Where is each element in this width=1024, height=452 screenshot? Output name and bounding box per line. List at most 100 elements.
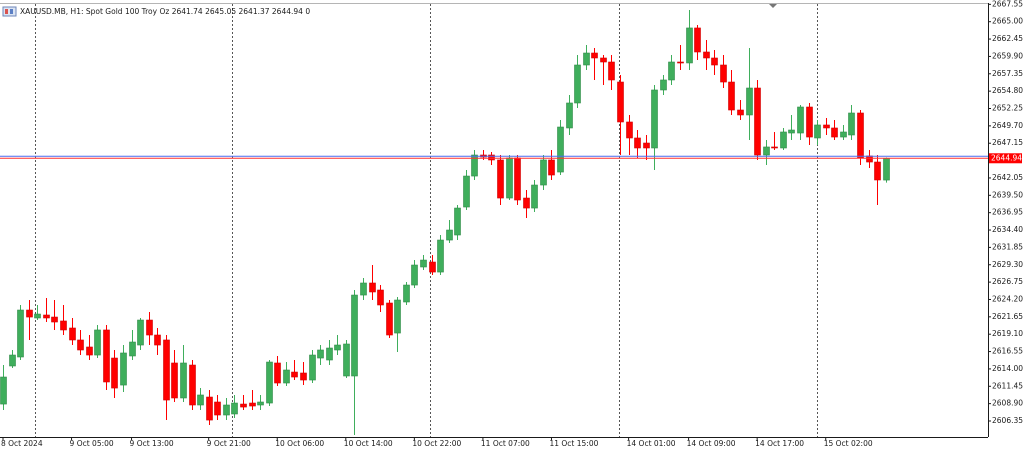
candle-body [94, 329, 101, 356]
x-tick-label: 9 Oct 21:00 [207, 439, 251, 448]
open-value: 2641.74 [172, 7, 203, 16]
candle-body [660, 79, 667, 91]
candle-body [574, 64, 581, 104]
candle-body [411, 264, 418, 286]
candle-body [720, 64, 727, 83]
y-tick-label: 2665.00 [992, 17, 1023, 26]
candle-body [343, 343, 350, 377]
candle-body [146, 319, 153, 336]
candle-body [240, 403, 247, 408]
candle-body [17, 309, 24, 358]
candle-body [600, 57, 607, 63]
candle-body [163, 339, 170, 401]
candle-body [857, 112, 864, 159]
candle-body [488, 154, 495, 161]
candle-body [471, 154, 478, 177]
candle-body [326, 347, 333, 361]
candle-body [137, 319, 144, 346]
symbol-icon [2, 6, 17, 17]
candle-body [231, 402, 238, 415]
candle-body [180, 362, 187, 399]
candle-body [34, 313, 41, 319]
y-tick-label: 2629.30 [992, 260, 1023, 269]
y-tick-label: 2662.45 [992, 34, 1023, 43]
candle-body [780, 131, 787, 149]
candle-body [129, 341, 136, 357]
candle-body [274, 362, 281, 384]
y-tick-label: 2606.35 [992, 416, 1023, 425]
candle-body [214, 401, 221, 416]
candle-body [77, 339, 84, 351]
day-separators [35, 4, 818, 437]
y-tick-label: 2614.00 [992, 364, 1023, 373]
candle-body [883, 157, 890, 181]
x-tick-label: 14 Oct 09:00 [687, 439, 736, 448]
candle-body [523, 197, 530, 209]
candle-body [360, 282, 367, 296]
icon-frame [2, 6, 17, 17]
y-tick-label: 2649.70 [992, 121, 1023, 130]
candle-body [694, 27, 701, 53]
candle-body [643, 142, 650, 149]
candle-body [591, 52, 598, 59]
x-tick-label: 15 Oct 02:00 [824, 439, 873, 448]
candle-body [394, 299, 401, 334]
candle-body [283, 369, 290, 384]
candle-body [249, 402, 256, 407]
candle-body [583, 52, 590, 66]
y-tick-label: 2619.10 [992, 329, 1023, 338]
candle-body [386, 302, 393, 336]
candle-body [446, 229, 453, 241]
candle-body [874, 161, 881, 181]
candle-body [823, 124, 830, 129]
y-tick-label: 2631.85 [992, 242, 1023, 251]
y-tick-label: 2667.55 [992, 0, 1023, 8]
chart-title: XAUUSD.MB, H1: Spot Gold 100 Troy Oz [20, 7, 169, 16]
y-tick-label: 2608.90 [992, 399, 1023, 408]
candle-body [317, 349, 324, 359]
candle-body [69, 327, 76, 341]
candle-body [788, 129, 795, 134]
low-value: 2641.37 [239, 7, 270, 16]
candle-body [257, 401, 264, 406]
candle-body [814, 124, 821, 139]
candle-body [831, 127, 838, 138]
y-tick-label: 2624.20 [992, 294, 1023, 303]
candle-body [111, 357, 118, 389]
candle-body [651, 89, 658, 149]
y-tick-label: 2616.55 [992, 347, 1023, 356]
shift-marker [769, 4, 777, 8]
candle-body [531, 184, 538, 209]
candle-body [454, 207, 461, 236]
candle-body [634, 137, 641, 149]
candle-body [711, 57, 718, 66]
y-tick-label: 2621.65 [992, 312, 1023, 321]
price-label-box [989, 153, 1022, 164]
candle-body [514, 157, 521, 201]
candle-body [728, 81, 735, 111]
candle-body [197, 394, 204, 406]
x-tick-label: 8 Oct 2024 [1, 439, 43, 448]
candle-body [154, 334, 161, 346]
candle-body [797, 106, 804, 134]
candle-body [771, 146, 778, 149]
candle-body [866, 155, 873, 163]
candle-body [309, 354, 316, 381]
y-tick-label: 2626.75 [992, 277, 1023, 286]
candle-body [377, 289, 384, 306]
candle-body [763, 146, 770, 156]
candle-body [754, 87, 761, 156]
candle-body [223, 404, 230, 416]
candle-body [334, 344, 341, 351]
candle-body [266, 361, 273, 404]
candle-body [686, 27, 693, 64]
y-tick-label: 2636.95 [992, 208, 1023, 217]
candle-body [43, 314, 50, 319]
y-tick-label: 2652.25 [992, 104, 1023, 113]
y-tick-label: 2639.50 [992, 190, 1023, 199]
candle-body [189, 364, 196, 406]
x-tick-label: 14 Oct 17:00 [755, 439, 804, 448]
